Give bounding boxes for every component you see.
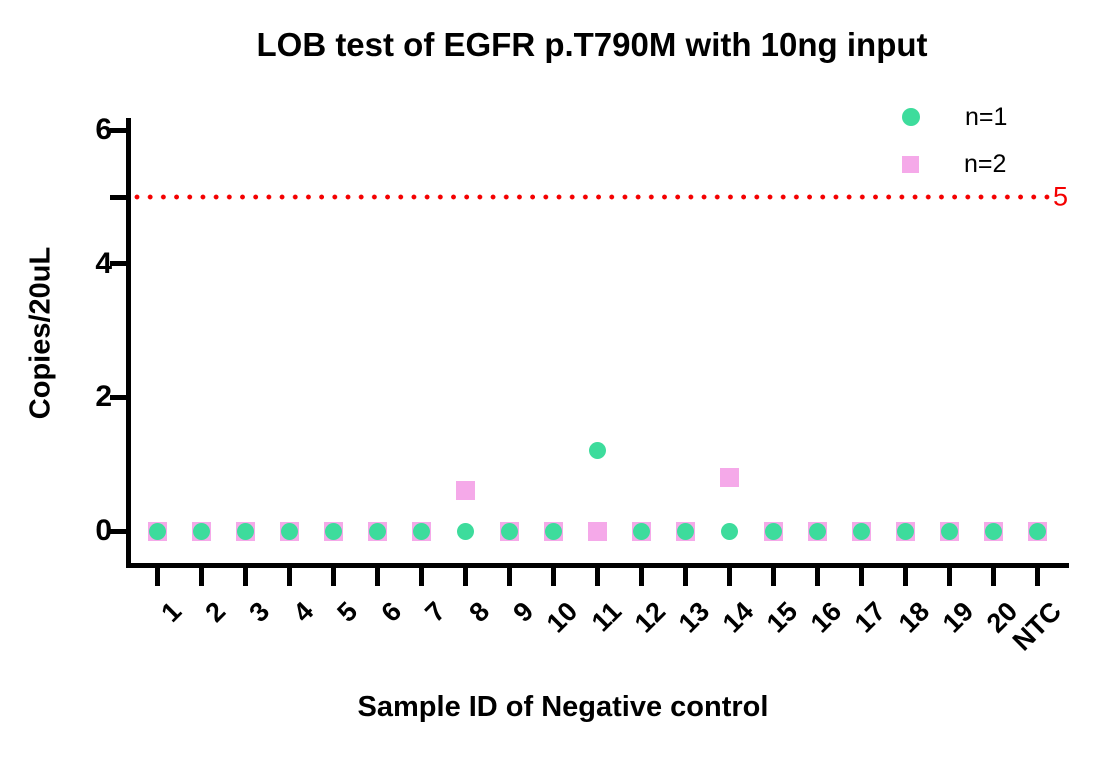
x-tick [242,568,248,586]
x-tick [594,568,600,586]
y-tick [110,394,127,400]
y-tick [110,261,127,267]
threshold-line [134,194,1050,200]
data-point-n1-8 [456,522,474,540]
data-point-n1-19 [940,522,958,540]
y-tick-label: 6 [95,113,112,147]
data-point-n1-7 [412,522,430,540]
data-point-n1-2 [192,522,210,540]
y-tick-label: 2 [95,380,112,414]
y-tick [110,127,127,133]
x-tick-label-6: 6 [375,596,408,628]
data-point-n1-18 [896,522,914,540]
x-tick-label-15: 15 [760,596,804,639]
x-tick [858,568,864,586]
x-tick [330,568,336,586]
circle-marker-icon [902,108,920,126]
y-tick-label: 4 [95,246,112,280]
data-point-n1-5 [324,522,342,540]
legend-item-n1: n=1 [902,104,1007,130]
data-point-n1-17 [852,522,870,540]
data-point-n1-20 [984,522,1002,540]
x-tick-label-10: 10 [540,596,584,639]
y-tick [110,528,127,534]
x-tick-label-18: 18 [892,596,936,639]
threshold-label: 5 [1053,181,1069,212]
data-point-n1-14 [720,522,738,540]
x-tick [1034,568,1040,586]
x-tick-label-8: 8 [463,596,496,628]
data-point-n1-13 [676,522,694,540]
data-point-n1-4 [280,522,298,540]
x-tick-label-7: 7 [419,596,452,628]
x-tick [462,568,468,586]
x-tick-label-16: 16 [804,596,848,639]
x-axis-line [126,563,1069,568]
x-tick-label-12: 12 [628,596,672,639]
legend-label-n1: n=1 [965,103,1008,131]
data-point-n1-12 [632,522,650,540]
x-tick-label-14: 14 [716,596,760,639]
x-tick [506,568,512,586]
x-tick [990,568,996,586]
x-tick [946,568,952,586]
x-tick [726,568,732,586]
x-tick [814,568,820,586]
data-point-n1-3 [236,522,254,540]
chart-title: LOB test of EGFR p.T790M with 10ng input [256,26,928,63]
data-point-n1-10 [544,522,562,540]
data-point-n2-14 [719,468,739,488]
data-point-n1-9 [500,522,518,540]
x-tick-label-11: 11 [585,596,628,638]
x-axis-title: Sample ID of Negative control [357,691,769,723]
legend-label-n2: n=2 [964,150,1007,178]
x-tick [286,568,292,586]
x-tick [374,568,380,586]
data-point-n1-15 [764,522,782,540]
data-point-n1-11 [588,442,606,460]
x-tick-label-19: 19 [936,596,980,639]
square-marker-icon [902,155,919,173]
data-point-n1-NTC [1028,522,1046,540]
y-tick-threshold [110,194,127,200]
data-point-n1-6 [368,522,386,540]
data-point-n2-8 [455,481,475,501]
x-tick-label-5: 5 [331,596,364,628]
legend-item-n2: n=2 [902,151,1006,177]
x-tick-label-4: 4 [287,596,320,628]
data-point-n1-1 [148,522,166,540]
x-tick [154,568,160,586]
x-tick [418,568,424,586]
x-tick-label-13: 13 [672,596,716,639]
x-tick-label-1: 1 [155,596,188,628]
x-tick [902,568,908,586]
y-tick-label: 0 [95,514,112,547]
x-tick [638,568,644,586]
x-tick [682,568,688,586]
x-tick-label-NTC: NTC [1006,596,1068,657]
x-tick-label-17: 17 [848,596,892,639]
x-tick-label-2: 2 [199,596,232,628]
y-axis-line [126,118,131,568]
x-tick [198,568,204,586]
x-tick [770,568,776,586]
x-tick-label-3: 3 [243,596,276,628]
x-tick [550,568,556,586]
data-point-n1-16 [808,522,826,540]
data-point-n2-11 [587,521,607,541]
x-tick-label-9: 9 [507,596,540,628]
